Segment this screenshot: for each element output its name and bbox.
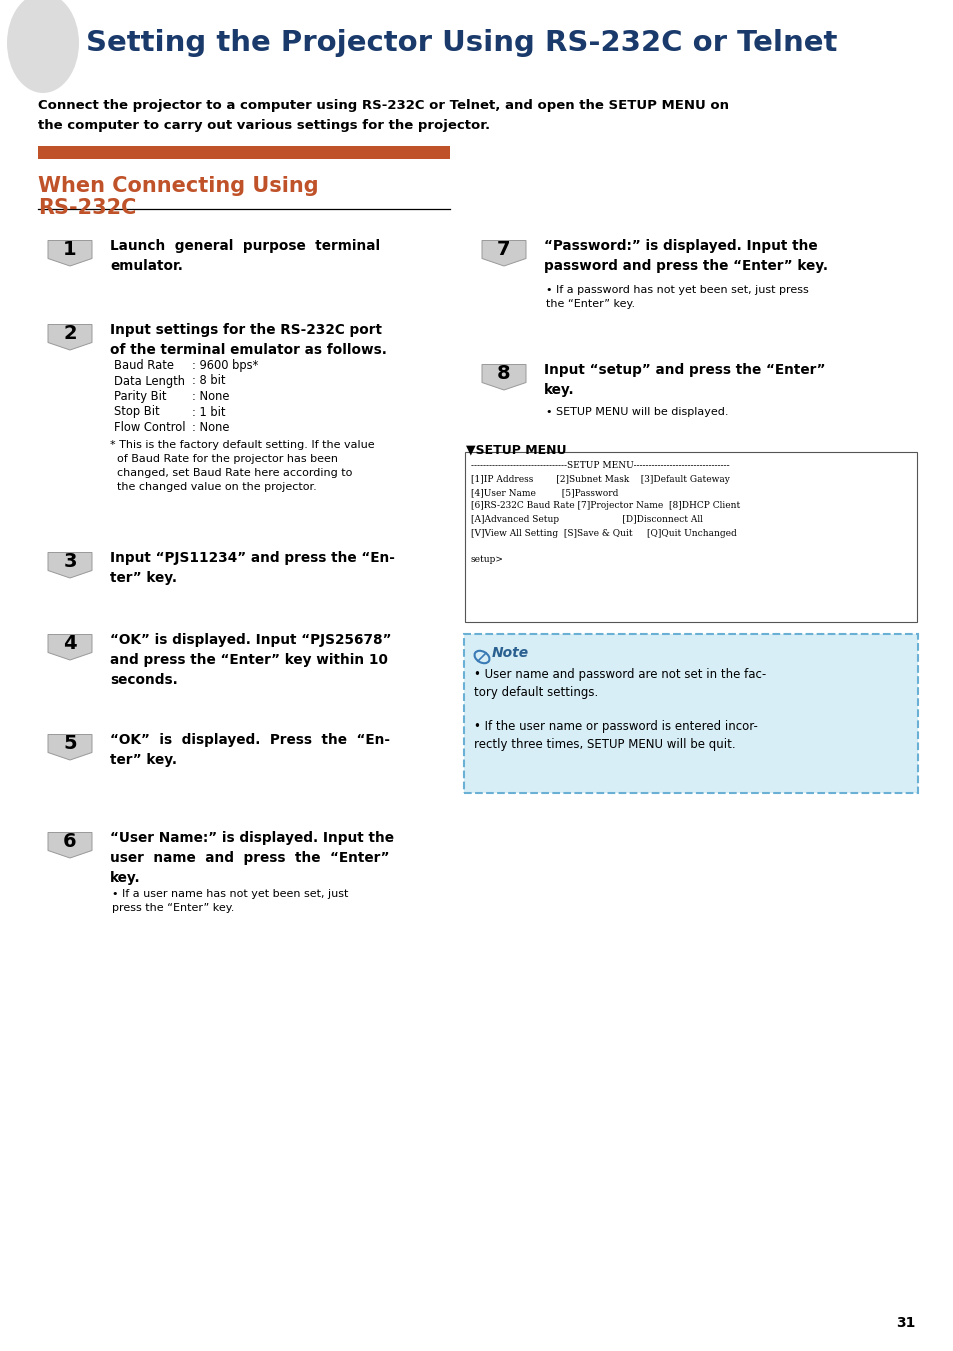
Polygon shape bbox=[481, 240, 525, 266]
Text: : 8 bit: : 8 bit bbox=[192, 374, 225, 388]
Text: 3: 3 bbox=[63, 553, 76, 571]
Text: setup>: setup> bbox=[471, 555, 503, 565]
Text: Input “PJS11234” and press the “En-
ter” key.: Input “PJS11234” and press the “En- ter”… bbox=[110, 551, 395, 585]
Text: Setting the Projector Using RS-232C or Telnet: Setting the Projector Using RS-232C or T… bbox=[86, 28, 837, 57]
Text: 6: 6 bbox=[63, 832, 77, 851]
Text: Input “setup” and press the “Enter”
key.: Input “setup” and press the “Enter” key. bbox=[543, 363, 824, 397]
Text: 7: 7 bbox=[497, 240, 510, 259]
Polygon shape bbox=[481, 365, 525, 390]
Polygon shape bbox=[48, 832, 91, 858]
Text: : None: : None bbox=[192, 422, 230, 434]
Text: : 1 bit: : 1 bit bbox=[192, 405, 225, 419]
Text: “Password:” is displayed. Input the
password and press the “Enter” key.: “Password:” is displayed. Input the pass… bbox=[543, 239, 827, 273]
Text: : 9600 bps*: : 9600 bps* bbox=[192, 359, 258, 372]
Text: Parity Bit: Parity Bit bbox=[113, 390, 167, 403]
Text: Flow Control: Flow Control bbox=[113, 422, 185, 434]
Text: ▼SETUP MENU: ▼SETUP MENU bbox=[465, 443, 566, 457]
Text: [V]View All Setting  [S]Save & Quit     [Q]Quit Unchanged: [V]View All Setting [S]Save & Quit [Q]Qu… bbox=[471, 528, 736, 538]
Text: Input settings for the RS-232C port
of the terminal emulator as follows.: Input settings for the RS-232C port of t… bbox=[110, 323, 387, 357]
Text: When Connecting Using: When Connecting Using bbox=[38, 176, 318, 196]
Polygon shape bbox=[48, 324, 91, 350]
Polygon shape bbox=[48, 735, 91, 761]
Text: --------------------------------SETUP MENU--------------------------------: --------------------------------SETUP ME… bbox=[471, 461, 729, 470]
Text: [4]User Name         [5]Password: [4]User Name [5]Password bbox=[471, 488, 618, 497]
Text: 5: 5 bbox=[63, 734, 77, 753]
Text: Data Length: Data Length bbox=[113, 374, 185, 388]
Text: • User name and password are not set in the fac-
tory default settings.: • User name and password are not set in … bbox=[474, 667, 765, 698]
FancyBboxPatch shape bbox=[38, 146, 450, 159]
Text: 31: 31 bbox=[896, 1316, 915, 1329]
Text: 8: 8 bbox=[497, 363, 510, 382]
Text: Launch  general  purpose  terminal
emulator.: Launch general purpose terminal emulator… bbox=[110, 239, 379, 273]
Text: * This is the factory default setting. If the value
  of Baud Rate for the proje: * This is the factory default setting. I… bbox=[110, 440, 375, 493]
Text: • If a user name has not yet been set, just
press the “Enter” key.: • If a user name has not yet been set, j… bbox=[112, 889, 348, 913]
Text: [1]IP Address        [2]Subnet Mask    [3]Default Gateway: [1]IP Address [2]Subnet Mask [3]Default … bbox=[471, 474, 729, 484]
Polygon shape bbox=[48, 635, 91, 661]
Text: 1: 1 bbox=[63, 240, 77, 259]
Text: • If the user name or password is entered incor-
rectly three times, SETUP MENU : • If the user name or password is entere… bbox=[474, 720, 757, 751]
FancyBboxPatch shape bbox=[464, 453, 916, 621]
Text: • If a password has not yet been set, just press
the “Enter” key.: • If a password has not yet been set, ju… bbox=[545, 285, 808, 309]
Text: [6]RS-232C Baud Rate [7]Projector Name  [8]DHCP Client: [6]RS-232C Baud Rate [7]Projector Name [… bbox=[471, 501, 740, 511]
Text: “User Name:” is displayed. Input the
user  name  and  press  the  “Enter”
key.: “User Name:” is displayed. Input the use… bbox=[110, 831, 394, 885]
Text: “OK”  is  displayed.  Press  the  “En-
ter” key.: “OK” is displayed. Press the “En- ter” k… bbox=[110, 734, 390, 767]
Text: • SETUP MENU will be displayed.: • SETUP MENU will be displayed. bbox=[545, 407, 728, 417]
Polygon shape bbox=[48, 553, 91, 578]
Text: Connect the projector to a computer using RS-232C or Telnet, and open the SETUP : Connect the projector to a computer usin… bbox=[38, 99, 728, 131]
Text: 4: 4 bbox=[63, 634, 77, 653]
Text: [A]Advanced Setup                      [D]Disconnect All: [A]Advanced Setup [D]Disconnect All bbox=[471, 515, 702, 524]
FancyBboxPatch shape bbox=[463, 634, 917, 793]
Text: : None: : None bbox=[192, 390, 230, 403]
Text: RS-232C: RS-232C bbox=[38, 199, 136, 218]
Text: Stop Bit: Stop Bit bbox=[113, 405, 159, 419]
Text: 2: 2 bbox=[63, 324, 77, 343]
Polygon shape bbox=[48, 240, 91, 266]
Ellipse shape bbox=[7, 0, 79, 93]
Text: Note: Note bbox=[492, 646, 529, 661]
Text: Baud Rate: Baud Rate bbox=[113, 359, 173, 372]
Text: “OK” is displayed. Input “PJS25678”
and press the “Enter” key within 10
seconds.: “OK” is displayed. Input “PJS25678” and … bbox=[110, 634, 391, 688]
